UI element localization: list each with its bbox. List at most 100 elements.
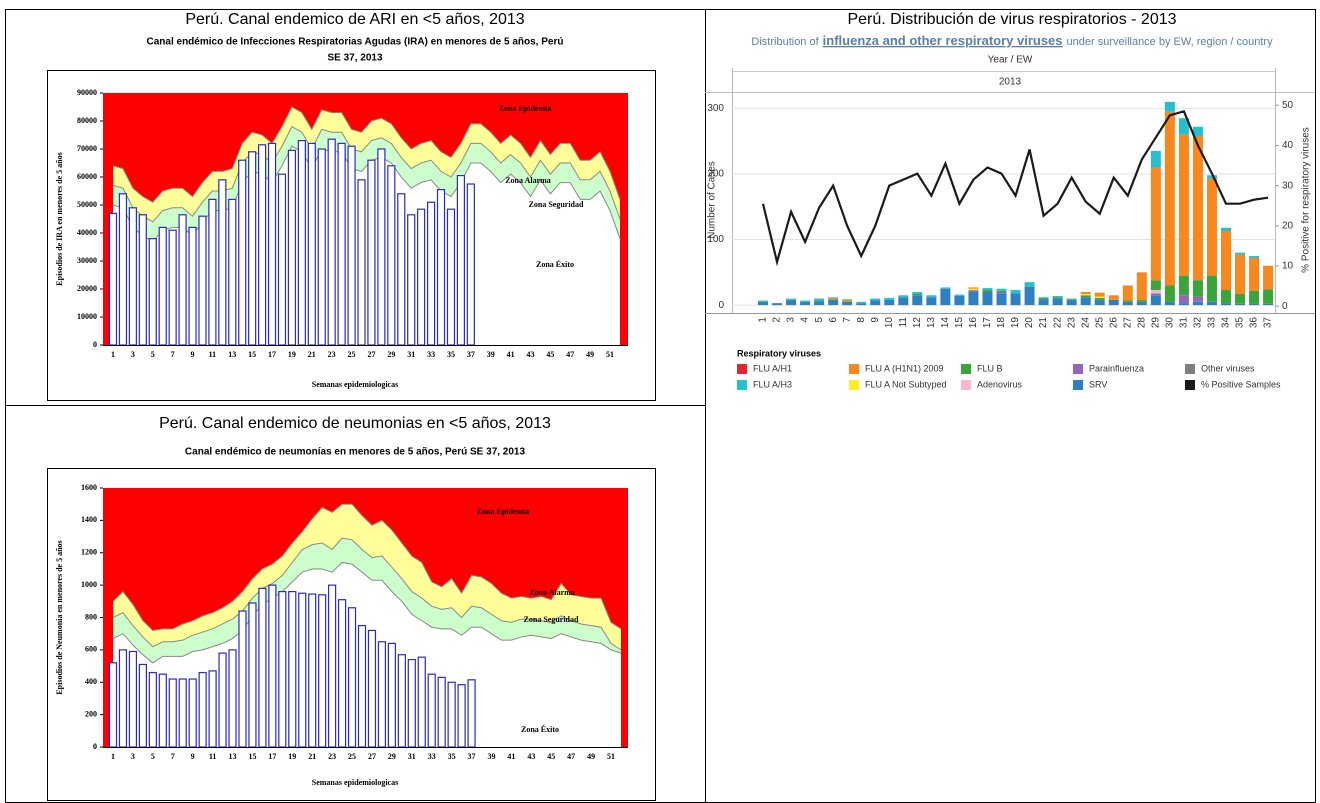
- zone-edge: [112, 537, 622, 651]
- bar: [367, 159, 376, 346]
- bar: [148, 671, 157, 748]
- x-tick-label: 21: [308, 752, 316, 761]
- bar-segment: [1235, 254, 1246, 294]
- x-tick-label: 18: [996, 317, 1007, 329]
- bar-segment: [1178, 275, 1189, 296]
- x-tick-label: 23: [328, 350, 336, 359]
- bar: [407, 214, 416, 346]
- bar-segment: [1150, 293, 1161, 296]
- bar-segment: [1263, 303, 1274, 306]
- bar: [357, 624, 367, 748]
- bar-segment: [996, 290, 1007, 293]
- legend-swatch: [961, 364, 971, 374]
- legend-label: FLU B: [977, 363, 1003, 373]
- bar-segment: [968, 292, 979, 306]
- y-axis-label: Number of Cases: [707, 161, 718, 239]
- bar-segment: [1249, 257, 1260, 291]
- bar-segment: [856, 303, 867, 306]
- x-tick-label: 5: [814, 317, 825, 323]
- legend-swatch: [1185, 380, 1195, 390]
- x-tick-label: 25: [348, 752, 356, 761]
- bar: [297, 140, 306, 346]
- zone-label: Zona Epidemia: [477, 507, 530, 516]
- x-tick-label: 34: [1221, 317, 1232, 329]
- bar-segment: [968, 287, 979, 289]
- panel-title: Perú. Canal endemico de neumonias en <5 …: [159, 415, 551, 432]
- bar-segment: [1122, 301, 1133, 306]
- bar-segment: [1150, 295, 1161, 306]
- bar: [138, 214, 147, 346]
- bar-segment: [1220, 231, 1231, 291]
- bar-segment: [884, 297, 895, 300]
- bar-segment: [982, 288, 993, 291]
- bar: [307, 142, 316, 346]
- chart-title: Canal endémico de neumonías en menores d…: [185, 447, 526, 458]
- bar: [287, 149, 297, 346]
- bar-segment: [1192, 296, 1203, 302]
- y-tick-label: 0: [718, 300, 724, 311]
- bar-segment: [1038, 299, 1049, 306]
- y2-tick-label: 10: [1282, 261, 1294, 272]
- bar: [457, 684, 466, 748]
- bar: [417, 656, 426, 748]
- y-tick-label: 1600: [81, 483, 97, 492]
- bar: [277, 173, 287, 346]
- legend-swatch: [737, 380, 747, 390]
- bar-segment: [1206, 178, 1217, 276]
- legend-label: Parainfluenza: [1089, 363, 1144, 373]
- subtitle-text: under surveillance by EW, region / count…: [1067, 36, 1274, 48]
- bar-segment: [828, 297, 839, 300]
- x-tick-label: 43: [527, 752, 535, 761]
- x-tick-label: 49: [587, 752, 595, 761]
- bar: [446, 208, 456, 346]
- bar-segment: [1206, 175, 1217, 179]
- bar-segment: [1206, 301, 1217, 306]
- bar: [258, 587, 267, 748]
- bar-segment: [1235, 293, 1246, 304]
- bar-segment: [912, 292, 923, 294]
- bar-segment: [1024, 282, 1035, 287]
- bar-segment: [1080, 295, 1091, 298]
- zone-label: Zona Éxito: [536, 259, 574, 269]
- bar: [128, 207, 137, 346]
- subtitle-link[interactable]: influenza and other respiratory viruses: [823, 33, 1063, 48]
- x-tick-label: 47: [566, 350, 574, 359]
- bar-segment: [1164, 301, 1175, 306]
- y-axis-label: Episodios de IRA en menores de 5 años: [55, 152, 64, 285]
- bar: [357, 179, 366, 346]
- x-tick-label: 10: [884, 317, 895, 329]
- bar: [178, 678, 187, 748]
- legend-swatch: [1073, 364, 1083, 374]
- bar-segment: [1024, 286, 1035, 287]
- x-tick-label: 6: [828, 317, 839, 323]
- x-tick-label: 21: [308, 350, 316, 359]
- x-tick-label: 25: [348, 350, 356, 359]
- x-tick-label: 31: [1179, 317, 1190, 329]
- bar-segment: [1235, 303, 1246, 306]
- bar-segment: [1136, 299, 1147, 302]
- bar-segment: [1108, 295, 1119, 300]
- legend-label: SRV: [1089, 379, 1107, 389]
- chart-title: SE 37, 2013: [327, 53, 382, 64]
- bar: [436, 189, 446, 346]
- x-tick-label: 35: [1235, 317, 1246, 329]
- y-tick-label: 200: [707, 169, 724, 180]
- bar-segment: [1038, 297, 1049, 298]
- x-tick-label: 41: [507, 752, 515, 761]
- y-tick-label: 20000: [77, 284, 97, 293]
- bar-segment: [1052, 298, 1063, 306]
- x-tick-label: 7: [842, 317, 853, 323]
- bar: [128, 650, 138, 748]
- bar: [298, 592, 307, 748]
- y2-tick-label: 50: [1282, 100, 1294, 111]
- x-tick-label: 12: [912, 317, 923, 329]
- x-tick-label: 3: [786, 317, 797, 323]
- x-tick-label: 35: [447, 350, 455, 359]
- bar: [466, 183, 475, 346]
- bar: [248, 602, 257, 748]
- bar: [218, 179, 227, 346]
- bar: [427, 673, 436, 748]
- zone-edge: [112, 125, 621, 223]
- bar-segment: [1249, 290, 1260, 304]
